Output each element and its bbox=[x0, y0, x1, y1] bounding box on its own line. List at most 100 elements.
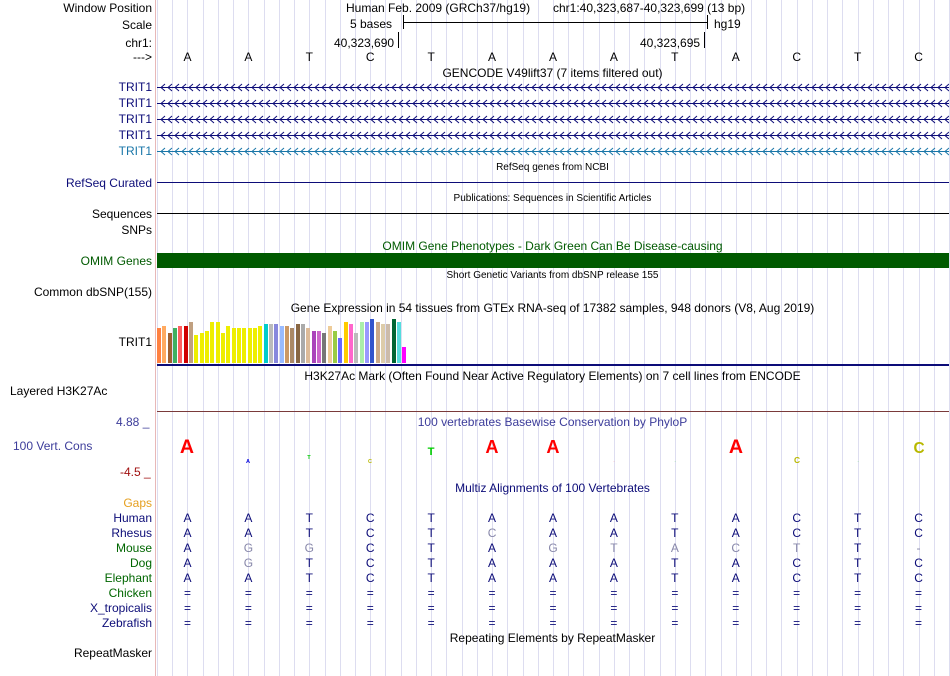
gencode-gene-feature[interactable] bbox=[157, 83, 949, 92]
phylop-glyph: A bbox=[594, 452, 634, 466]
gtex-tissue-bar[interactable] bbox=[364, 322, 369, 363]
gtex-tissue-bar[interactable] bbox=[370, 319, 375, 363]
base-letter: C bbox=[365, 50, 375, 64]
omim-feature-bar[interactable] bbox=[157, 253, 949, 268]
gtex-tissue-bar[interactable] bbox=[380, 324, 385, 363]
multiz-species-label[interactable]: Zebrafish bbox=[101, 616, 152, 630]
gtex-tissue-bar[interactable] bbox=[332, 331, 337, 363]
gtex-tissue-bar[interactable] bbox=[338, 338, 343, 363]
gtex-tissue-bar[interactable] bbox=[162, 326, 167, 363]
snps-track-label[interactable]: SNPs bbox=[121, 223, 152, 237]
dbsnp-track-label[interactable]: Common dbSNP(155) bbox=[33, 285, 152, 299]
gtex-tissue-bar[interactable] bbox=[231, 328, 236, 363]
gtex-tissue-bar[interactable] bbox=[359, 322, 364, 363]
publications-track-line[interactable] bbox=[157, 213, 949, 214]
multiz-species-label[interactable]: Chicken bbox=[108, 586, 152, 600]
omim-track-label[interactable]: OMIM Genes bbox=[80, 254, 152, 268]
gtex-tissue-bar[interactable] bbox=[375, 322, 380, 363]
phylop-track-label[interactable]: 100 Vert. Cons bbox=[13, 439, 93, 453]
gencode-gene-feature[interactable] bbox=[157, 115, 949, 124]
gtex-tissue-bar[interactable] bbox=[204, 331, 209, 363]
dbsnp-track-title[interactable]: Short Genetic Variants from dbSNP releas… bbox=[446, 270, 659, 281]
gtex-tissue-bar[interactable] bbox=[348, 324, 353, 363]
multiz-base: A bbox=[731, 526, 740, 540]
multiz-species-label[interactable]: X_tropicalis bbox=[89, 601, 152, 615]
gencode-gene-label[interactable]: TRIT1 bbox=[118, 128, 152, 142]
multiz-species-label[interactable]: Rhesus bbox=[111, 526, 152, 540]
publications-track-title[interactable]: Publications: Sequences in Scientific Ar… bbox=[453, 193, 652, 204]
h3k27ac-track-label[interactable]: Layered H3K27Ac bbox=[10, 384, 108, 398]
multiz-track-title[interactable]: Multiz Alignments of 100 Vertebrates bbox=[455, 481, 650, 495]
multiz-base: = bbox=[488, 601, 496, 615]
multiz-base: T bbox=[427, 556, 435, 570]
repeatmasker-track-label[interactable]: RepeatMasker bbox=[73, 646, 152, 660]
gtex-tissue-bar[interactable] bbox=[194, 335, 199, 363]
gtex-tissue-bar[interactable] bbox=[157, 328, 161, 363]
gtex-tissue-bar[interactable] bbox=[167, 333, 172, 363]
h3k27ac-track-title[interactable]: H3K27Ac Mark (Often Found Near Active Re… bbox=[304, 369, 801, 383]
gtex-tissue-bar[interactable] bbox=[311, 331, 316, 363]
phylop-track-title[interactable]: 100 vertebrates Basewise Conservation by… bbox=[417, 415, 688, 429]
gtex-tissue-bar[interactable] bbox=[290, 328, 295, 363]
gencode-gene-label[interactable]: TRIT1 bbox=[118, 80, 152, 94]
gtex-tissue-bar[interactable] bbox=[295, 324, 300, 363]
gencode-gene-label[interactable]: TRIT1 bbox=[118, 96, 152, 110]
gtex-tissue-bar[interactable] bbox=[279, 326, 284, 363]
base-letter: A bbox=[183, 50, 192, 64]
gtex-tissue-bar[interactable] bbox=[183, 326, 188, 363]
multiz-species-label[interactable]: Elephant bbox=[104, 571, 152, 585]
repeatmasker-track-title[interactable]: Repeating Elements by RepeatMasker bbox=[449, 631, 656, 645]
gtex-tissue-bar[interactable] bbox=[343, 322, 348, 363]
gtex-track-title[interactable]: Gene Expression in 54 tissues from GTEx … bbox=[290, 301, 815, 315]
gtex-tissue-bar[interactable] bbox=[258, 326, 263, 363]
gtex-tissue-bar[interactable] bbox=[247, 328, 252, 363]
gencode-track-title[interactable]: GENCODE V49lift37 (7 items filtered out) bbox=[442, 66, 663, 80]
gtex-tissue-bar[interactable] bbox=[188, 322, 193, 363]
gtex-tissue-bar[interactable] bbox=[274, 324, 279, 363]
gtex-tissue-bar[interactable] bbox=[172, 328, 177, 363]
gtex-tissue-bar[interactable] bbox=[396, 322, 401, 363]
gaps-label[interactable]: Gaps bbox=[123, 496, 152, 510]
gtex-tissue-bar[interactable] bbox=[386, 324, 391, 363]
gtex-tissue-bar[interactable] bbox=[215, 322, 220, 363]
multiz-species-label[interactable]: Mouse bbox=[115, 541, 152, 555]
publications-track-label[interactable]: Sequences bbox=[91, 207, 152, 221]
refseq-track-line[interactable] bbox=[157, 182, 949, 183]
gtex-tissue-bar[interactable] bbox=[327, 326, 332, 363]
multiz-base: A bbox=[670, 541, 679, 555]
gencode-gene-feature[interactable] bbox=[157, 131, 949, 140]
gencode-gene-label[interactable]: TRIT1 bbox=[118, 144, 152, 158]
gtex-tissue-bar[interactable] bbox=[300, 324, 305, 363]
gtex-tissue-bar[interactable] bbox=[268, 324, 273, 363]
gencode-gene-feature[interactable] bbox=[157, 99, 949, 108]
multiz-base: = bbox=[244, 616, 252, 630]
gtex-tissue-bar[interactable] bbox=[402, 347, 407, 363]
gtex-tissue-bar[interactable] bbox=[322, 333, 327, 363]
gtex-tissue-bar[interactable] bbox=[263, 324, 268, 363]
gtex-tissue-bar[interactable] bbox=[391, 319, 396, 363]
gtex-tissue-bar[interactable] bbox=[316, 331, 321, 363]
gtex-tissue-bar[interactable] bbox=[178, 326, 183, 363]
multiz-species-label[interactable]: Human bbox=[113, 511, 152, 525]
refseq-track-title[interactable]: RefSeq genes from NCBI bbox=[496, 162, 609, 173]
gtex-tissue-bar[interactable] bbox=[199, 333, 204, 363]
grid-line bbox=[461, 0, 463, 676]
omim-track-title[interactable]: OMIM Gene Phenotypes - Dark Green Can Be… bbox=[382, 239, 723, 253]
refseq-track-label[interactable]: RefSeq Curated bbox=[65, 176, 152, 190]
gencode-gene-label[interactable]: TRIT1 bbox=[118, 112, 152, 126]
gtex-track-label[interactable]: TRIT1 bbox=[118, 335, 152, 349]
gencode-gene-feature[interactable] bbox=[157, 147, 949, 156]
gtex-tissue-bar[interactable] bbox=[210, 322, 215, 363]
multiz-base: G bbox=[304, 541, 314, 555]
gtex-tissue-bar[interactable] bbox=[220, 333, 225, 363]
gtex-tissue-bar[interactable] bbox=[252, 328, 257, 363]
gtex-tissue-bar[interactable] bbox=[284, 326, 289, 363]
gtex-tissue-bar[interactable] bbox=[242, 328, 247, 363]
gtex-tissue-bar[interactable] bbox=[306, 328, 311, 363]
grid-line bbox=[187, 0, 189, 676]
gtex-tissue-bar[interactable] bbox=[236, 328, 241, 363]
gtex-tissue-bar[interactable] bbox=[354, 333, 359, 363]
multiz-species-label[interactable]: Dog bbox=[129, 556, 152, 570]
gtex-tissue-bar[interactable] bbox=[226, 326, 231, 363]
